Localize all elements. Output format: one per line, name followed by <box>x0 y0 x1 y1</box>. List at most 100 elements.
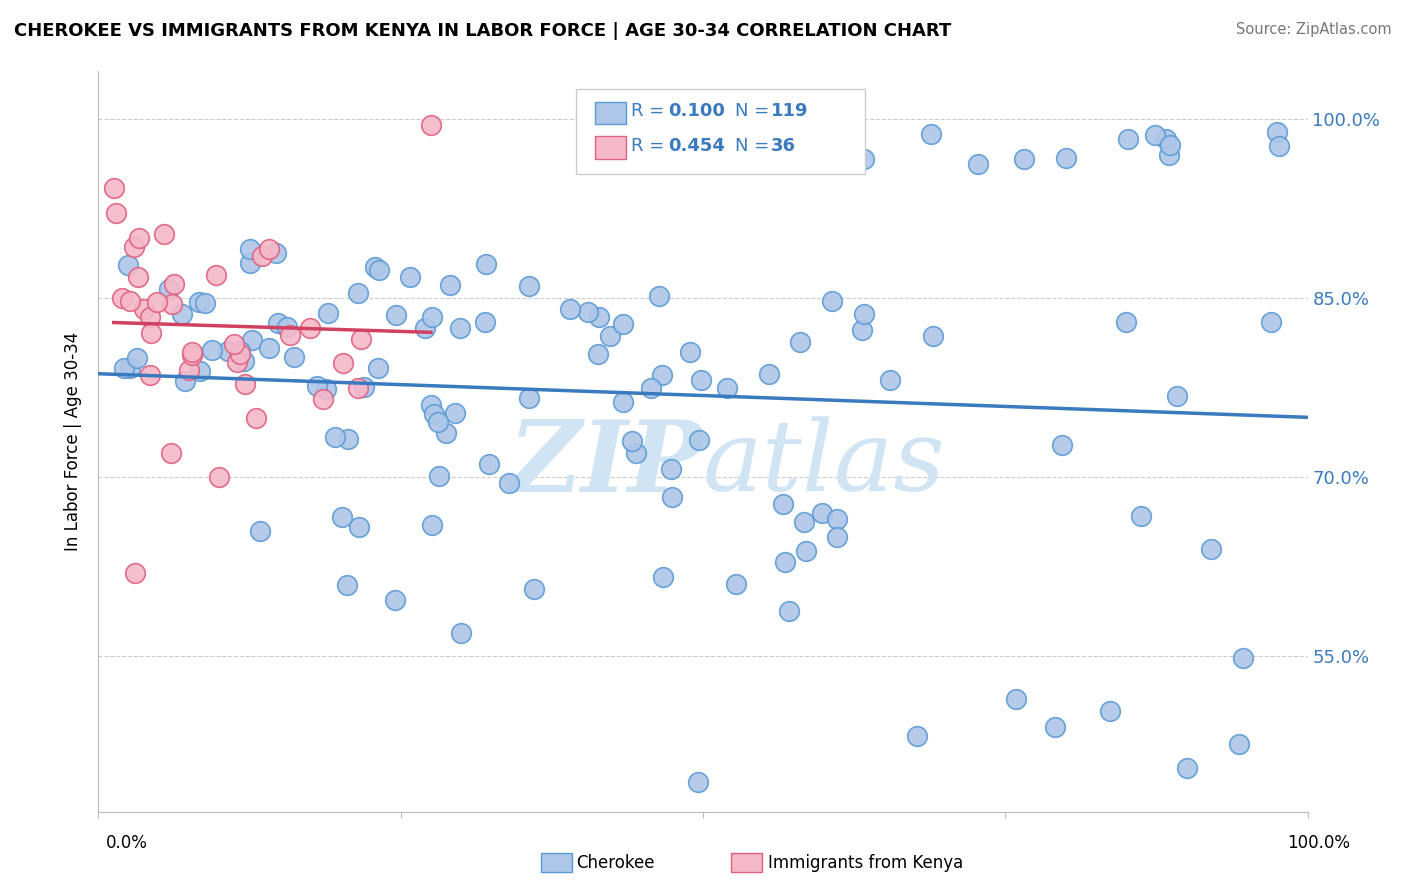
Point <box>200 343 222 357</box>
Point <box>364 260 387 274</box>
Point <box>1232 651 1254 665</box>
Point <box>449 321 471 335</box>
Point <box>153 227 176 242</box>
Point <box>879 373 901 387</box>
Text: 36: 36 <box>770 137 796 155</box>
Point <box>299 321 322 335</box>
Point <box>773 555 796 569</box>
Point <box>384 593 406 607</box>
Point <box>420 118 443 132</box>
Point <box>1159 138 1181 153</box>
Text: 119: 119 <box>770 103 808 120</box>
Point <box>157 282 180 296</box>
Point <box>276 319 298 334</box>
Point <box>621 434 644 448</box>
Point <box>688 433 710 447</box>
Point <box>347 519 370 533</box>
Point <box>305 378 328 392</box>
Point <box>444 406 467 420</box>
Point <box>170 306 193 320</box>
Text: ZIP: ZIP <box>508 416 703 512</box>
Point <box>337 432 360 446</box>
Point <box>240 333 263 347</box>
Point <box>315 382 337 396</box>
Point <box>1130 508 1153 523</box>
Point <box>332 356 354 370</box>
Point <box>825 530 848 544</box>
Point <box>825 512 848 526</box>
Point <box>794 544 817 558</box>
Point <box>1098 704 1121 718</box>
Point <box>208 470 231 484</box>
Point <box>439 277 461 292</box>
Point <box>188 295 211 310</box>
Point <box>427 468 450 483</box>
Point <box>1175 761 1198 775</box>
Point <box>420 398 443 412</box>
Point <box>283 351 305 365</box>
Point <box>127 351 149 365</box>
Point <box>772 497 794 511</box>
Point <box>139 368 162 383</box>
Point <box>434 425 457 440</box>
Point <box>162 297 184 311</box>
Point <box>316 306 339 320</box>
Point <box>330 510 353 524</box>
Point <box>758 367 780 381</box>
Point <box>1054 151 1077 165</box>
Point <box>967 157 990 171</box>
Point <box>1115 315 1137 329</box>
Point <box>523 582 546 596</box>
Point <box>132 302 155 317</box>
Point <box>640 381 662 395</box>
Point <box>245 410 267 425</box>
Point <box>427 415 450 429</box>
Text: 0.100: 0.100 <box>668 103 724 120</box>
Point <box>821 293 844 308</box>
Point <box>423 407 446 421</box>
Point <box>139 310 162 324</box>
Point <box>586 347 609 361</box>
Point <box>1116 132 1139 146</box>
Text: CHEROKEE VS IMMIGRANTS FROM KENYA IN LABOR FORCE | AGE 30-34 CORRELATION CHART: CHEROKEE VS IMMIGRANTS FROM KENYA IN LAB… <box>14 22 952 40</box>
Point <box>612 395 634 409</box>
Point <box>349 332 371 346</box>
Point <box>851 323 873 337</box>
Point <box>163 277 186 291</box>
Point <box>146 295 169 310</box>
Point <box>139 326 162 340</box>
Point <box>498 475 520 490</box>
Point <box>716 381 738 395</box>
Point <box>920 127 942 141</box>
Point <box>558 301 581 316</box>
Point <box>420 310 443 325</box>
Point <box>789 335 811 350</box>
Point <box>233 377 256 392</box>
Point <box>229 344 252 359</box>
Text: atlas: atlas <box>703 416 946 511</box>
Point <box>661 491 683 505</box>
Point <box>117 258 139 272</box>
Point <box>229 347 252 361</box>
Text: 0.454: 0.454 <box>668 137 724 155</box>
Point <box>689 373 711 387</box>
Point <box>250 249 273 263</box>
Point <box>519 278 541 293</box>
Point <box>852 307 875 321</box>
Point <box>222 337 245 351</box>
Point <box>1199 541 1222 556</box>
Point <box>478 458 501 472</box>
Point <box>267 316 290 330</box>
Point <box>624 446 647 460</box>
Point <box>205 268 228 282</box>
Point <box>475 256 498 270</box>
Text: 0.0%: 0.0% <box>105 834 148 852</box>
Point <box>1154 132 1177 146</box>
Point <box>1012 152 1035 166</box>
Point <box>118 361 141 376</box>
Point <box>679 345 702 359</box>
Point <box>103 181 125 195</box>
Text: Source: ZipAtlas.com: Source: ZipAtlas.com <box>1236 22 1392 37</box>
Point <box>181 344 204 359</box>
Point <box>323 430 346 444</box>
